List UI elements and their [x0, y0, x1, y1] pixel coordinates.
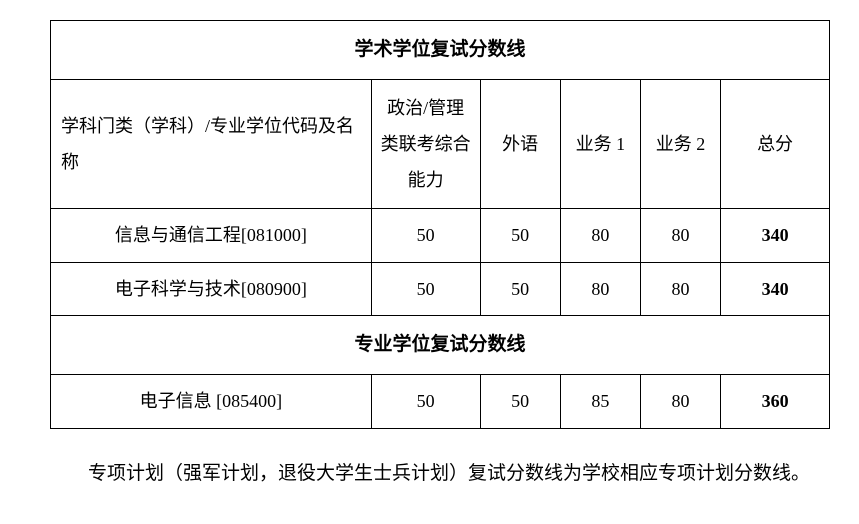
cell-foreign: 50	[480, 209, 560, 262]
cell-course2: 80	[640, 262, 720, 315]
cell-total: 340	[721, 209, 830, 262]
cell-total: 340	[721, 262, 830, 315]
cell-politics: 50	[371, 262, 480, 315]
cell-politics: 50	[371, 375, 480, 428]
cell-course2: 80	[640, 375, 720, 428]
cell-course2: 80	[640, 209, 720, 262]
section2-header-row: 专业学位复试分数线	[51, 315, 830, 374]
header-total: 总分	[721, 80, 830, 209]
section1-header-row: 学术学位复试分数线	[51, 21, 830, 80]
section1-title: 学术学位复试分数线	[51, 21, 830, 80]
cell-foreign: 50	[480, 375, 560, 428]
header-course1: 业务 1	[560, 80, 640, 209]
table-row: 电子科学与技术[080900] 50 50 80 80 340	[51, 262, 830, 315]
cell-course1: 80	[560, 209, 640, 262]
cell-total: 360	[721, 375, 830, 428]
header-subject: 学科门类（学科）/专业学位代码及名称	[51, 80, 372, 209]
section2-title: 专业学位复试分数线	[51, 315, 830, 374]
footnote-text: 专项计划（强军计划，退役大学生士兵计划）复试分数线为学校相应专项计划分数线。	[50, 451, 830, 497]
score-table: 学术学位复试分数线 学科门类（学科）/专业学位代码及名称 政治/管理类联考综合能…	[50, 20, 830, 429]
cell-foreign: 50	[480, 262, 560, 315]
cell-subject: 电子科学与技术[080900]	[51, 262, 372, 315]
cell-subject: 电子信息 [085400]	[51, 375, 372, 428]
cell-course1: 80	[560, 262, 640, 315]
cell-subject: 信息与通信工程[081000]	[51, 209, 372, 262]
header-foreign: 外语	[480, 80, 560, 209]
table-row: 电子信息 [085400] 50 50 85 80 360	[51, 375, 830, 428]
cell-course1: 85	[560, 375, 640, 428]
column-headers-row: 学科门类（学科）/专业学位代码及名称 政治/管理类联考综合能力 外语 业务 1 …	[51, 80, 830, 209]
header-politics: 政治/管理类联考综合能力	[371, 80, 480, 209]
table-row: 信息与通信工程[081000] 50 50 80 80 340	[51, 209, 830, 262]
cell-politics: 50	[371, 209, 480, 262]
header-course2: 业务 2	[640, 80, 720, 209]
